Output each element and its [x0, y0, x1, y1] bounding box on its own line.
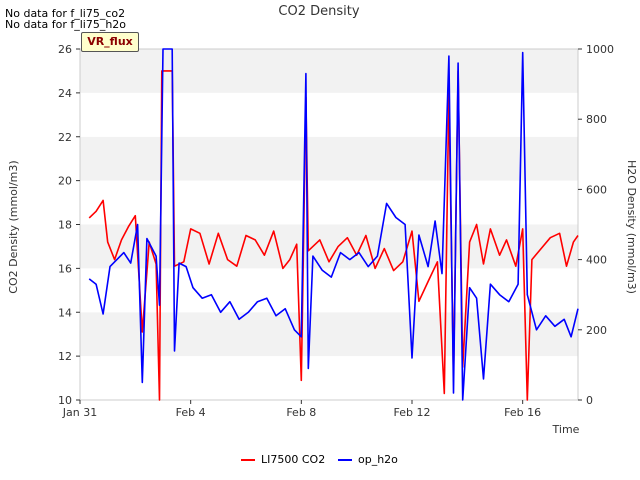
grid-band [80, 49, 578, 93]
y-tick-label-right: 0 [586, 394, 593, 407]
y-tick-label-left: 10 [58, 394, 72, 407]
y-tick-label-left: 24 [58, 87, 72, 100]
x-tick-label: Feb 12 [394, 406, 431, 419]
y-tick-label-left: 18 [58, 219, 72, 232]
chart-title: CO2 Density [278, 4, 359, 19]
grid-band [80, 136, 578, 181]
y-tick-label-left: 16 [58, 262, 72, 275]
y-tick-label-left: 14 [58, 306, 72, 319]
grid-band [80, 312, 578, 357]
y-tick-label-left: 12 [58, 350, 72, 363]
no-data-notice-h2o: No data for f_li75_h2o [5, 18, 127, 31]
no-data-notice-co2: No data for f_li75_co2 [5, 7, 126, 20]
x-tick-label: Jan 31 [62, 406, 97, 419]
x-tick-label: Feb 16 [504, 406, 541, 419]
axis-layer: 10 12 14 16 18 20 22 24 26 0 200 400 600 800 1000 Jan 3… [58, 43, 614, 419]
y-tick-label-left: 22 [58, 131, 72, 144]
legend-item-h2o: op_h2o [338, 453, 398, 466]
legend-item-co2: LI7500 CO2 [241, 453, 325, 466]
grid-band [80, 356, 578, 400]
y-axis-label-right: H2O Density (mmol/m3) [625, 160, 638, 294]
y-tick-label-right: 400 [586, 254, 607, 267]
legend-swatch-h2o [338, 458, 352, 461]
x-tick-label: Feb 4 [176, 406, 206, 419]
grid-band [80, 180, 578, 225]
y-tick-label-right: 600 [586, 183, 607, 196]
y-tick-label-left: 20 [58, 175, 72, 188]
legend-label-co2: LI7500 CO2 [261, 453, 326, 466]
y-tick-label-right: 800 [586, 113, 607, 126]
y-axis-label-left: CO2 Density (mmol/m3) [7, 160, 20, 293]
series-line-h2o [88, 48, 579, 401]
grid-band [80, 92, 578, 137]
series-line-co2 [88, 70, 579, 401]
y-tick-label-right: 200 [586, 324, 607, 337]
vr-flux-badge: VR_flux [81, 32, 139, 52]
x-axis-label: Time [552, 423, 580, 436]
y-tick-label-left: 26 [58, 43, 72, 56]
series-layer [88, 48, 579, 401]
chart-legend: LI7500 CO2 op_h2o [0, 453, 640, 469]
legend-swatch-co2 [241, 458, 255, 461]
y-tick-label-right: 1000 [586, 43, 614, 56]
grid-bands [80, 49, 578, 400]
x-tick-label: Feb 8 [286, 406, 316, 419]
legend-label-h2o: op_h2o [358, 453, 398, 466]
